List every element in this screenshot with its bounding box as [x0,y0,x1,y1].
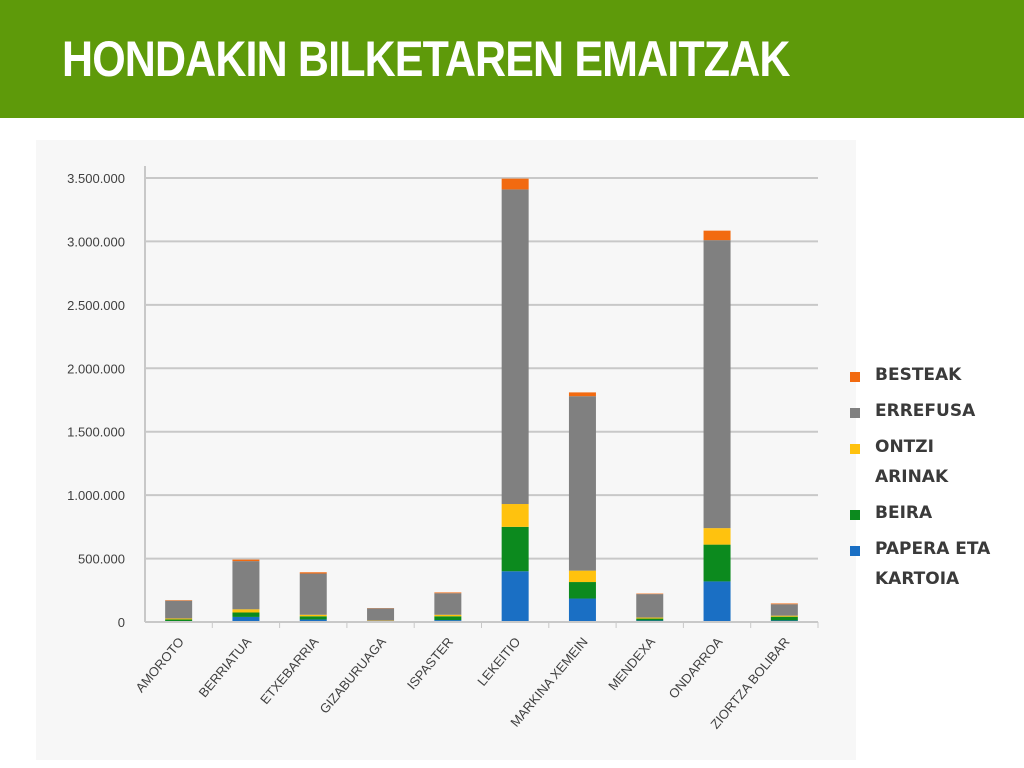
bar-segment-ontzi-arinak [703,528,731,545]
bar-segment-ontzi-arinak [434,614,462,617]
x-tick-label: ISPASTER [404,634,456,692]
bar-segment-besteak [770,603,798,605]
legend-item: ERREFUSA [850,401,1020,426]
x-tick-label: LEKEITIO [474,634,523,688]
bar-segment-papera-eta-kartoia [703,581,731,622]
bar-segment-papera-eta-kartoia [232,616,260,622]
bar-segment-besteak [568,392,596,397]
legend-item: ONTZI ARINAK [850,437,1020,492]
bar-segment-besteak [165,600,193,601]
bar-segment-ontzi-arinak [299,614,327,617]
bar-segment-papera-eta-kartoia [568,598,596,622]
y-tick-label: 2.000.000 [67,361,125,376]
bar-segment-ontzi-arinak [165,618,193,620]
x-tick-label: MARKINA XEMEIN [507,634,590,729]
y-tick-label: 1.500.000 [67,425,125,440]
x-tick-label: GIZABURUAGA [317,634,390,716]
legend-label: BESTEAK [875,365,962,385]
bar-segment-beira [703,544,731,582]
bar-segment-beira [636,618,664,621]
bar-segment-ontzi-arinak [636,617,664,619]
legend-swatch [850,444,860,454]
bar-segment-besteak [501,178,529,190]
bar-segment-papera-eta-kartoia [299,619,327,622]
bar-segment-beira [165,619,193,622]
bar-segment-errefusa [636,594,664,618]
bar-segment-besteak [703,230,731,241]
x-tick-label: ONDARROA [666,634,726,701]
bar-segment-errefusa [703,240,731,529]
x-tick-label: AMOROTO [132,634,187,695]
bar-segment-besteak [299,572,327,574]
bar-segment-besteak [636,593,664,595]
legend-swatch [850,372,860,382]
bar-segment-beira [299,616,327,620]
bar-segment-errefusa [299,573,327,615]
bar-segment-beira [501,526,529,572]
bar-segment-besteak [232,559,260,562]
legend-swatch [850,546,860,556]
y-tick-label: 3.000.000 [67,234,125,249]
bar-segment-errefusa [568,396,596,571]
x-tick-label: BERRIATUA [196,634,255,700]
y-tick-label: 0 [118,615,125,630]
x-tick-label: MENDEXA [605,634,658,693]
bar-segment-ontzi-arinak [770,615,798,617]
legend-label: ONTZI ARINAK [875,437,949,487]
legend-item: PAPERA ETA KARTOIA [850,539,1020,594]
bar-segment-beira [232,612,260,617]
page-title: HONDAKIN BILKETAREN EMAITZAK [62,31,790,87]
bar-segment-ontzi-arinak [232,609,260,613]
y-tick-label: 2.500.000 [67,298,125,313]
bar-segment-ontzi-arinak [501,504,529,527]
x-tick-label: ETXEBARRIA [257,634,322,707]
legend-swatch [850,408,860,418]
title-banner: HONDAKIN BILKETAREN EMAITZAK [0,0,1024,118]
legend-item: BEIRA [850,503,1020,528]
legend-label: BEIRA [875,503,933,523]
bar-segment-errefusa [434,593,462,615]
bar-segment-errefusa [770,604,798,616]
y-tick-label: 3.500.000 [67,171,125,186]
bar-segment-errefusa [232,561,260,610]
chart-legend: BESTEAK ERREFUSA ONTZI ARINAK BEIRA PAPERA E… [850,365,1020,606]
bar-segment-papera-eta-kartoia [501,571,529,622]
bar-segment-ontzi-arinak [568,570,596,583]
bar-segment-errefusa [367,608,395,621]
legend-swatch [850,510,860,520]
bar-segment-besteak [434,592,462,594]
y-tick-label: 1.000.000 [67,488,125,503]
bar-segment-errefusa [165,600,193,619]
legend-item: BESTEAK [850,365,1020,390]
bar-segment-beira [568,582,596,599]
y-tick-label: 500.000 [78,552,125,567]
bar-segment-beira [770,616,798,621]
legend-label: ERREFUSA [875,401,976,421]
legend-label: PAPERA ETA KARTOIA [875,539,991,589]
bar-segment-beira [434,616,462,621]
bar-segment-errefusa [501,189,529,505]
